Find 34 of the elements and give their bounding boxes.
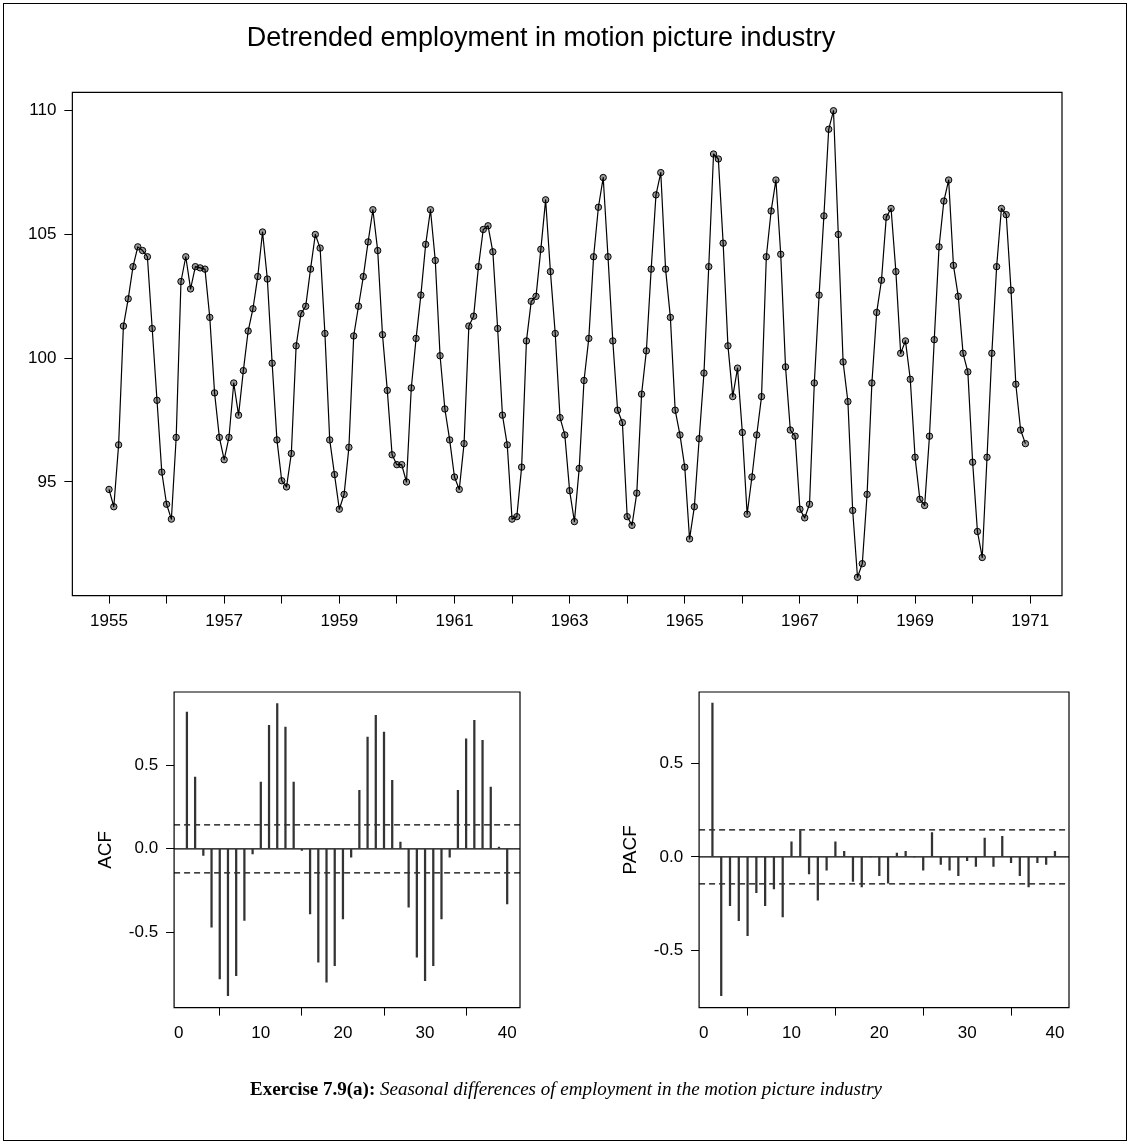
text: Seasonal differences of employment in the motion picture industry [379,1078,882,1099]
y-tick-label: 110 [29,100,57,120]
y-tick-label: 100 [27,347,57,367]
x-tick-label: 1965 [665,611,704,631]
x-tick-label: 40 [1045,1023,1065,1043]
chart-title: Detrended employment in motion picture industry [246,21,836,52]
x-tick-label: 40 [497,1023,517,1043]
x-tick-label: 0 [173,1023,184,1043]
y-axis-title: PACF [618,825,640,875]
x-tick-label: 1971 [1011,611,1050,631]
y-tick-label: 0.5 [659,752,684,772]
y-tick-label: 95 [37,471,57,491]
x-tick-label: 30 [415,1023,435,1043]
text: Exercise 7.9(a): [250,1078,376,1099]
y-tick-label: -0.5 [128,921,159,941]
y-axis-title: ACF [93,830,115,869]
x-tick-label: 20 [333,1023,353,1043]
y-tick-label: -0.5 [653,940,684,960]
x-tick-label: 1969 [896,611,934,631]
x-tick-label: 1957 [205,611,244,631]
x-tick-label: 1959 [320,611,359,631]
x-tick-label: 30 [957,1023,977,1043]
y-tick-label: 105 [27,224,57,244]
y-tick-label: 0.0 [134,838,159,858]
y-tick-label: 0.5 [134,755,159,775]
x-tick-label: 10 [251,1023,271,1043]
x-tick-label: 10 [782,1023,801,1043]
x-tick-label: 1955 [90,611,128,631]
x-tick-label: 1963 [550,611,589,631]
y-tick-label: 0.0 [659,846,684,866]
x-tick-label: 1961 [435,611,474,631]
x-tick-label: 20 [869,1023,889,1043]
x-tick-label: 0 [698,1023,709,1043]
x-tick-label: 1967 [781,611,819,631]
